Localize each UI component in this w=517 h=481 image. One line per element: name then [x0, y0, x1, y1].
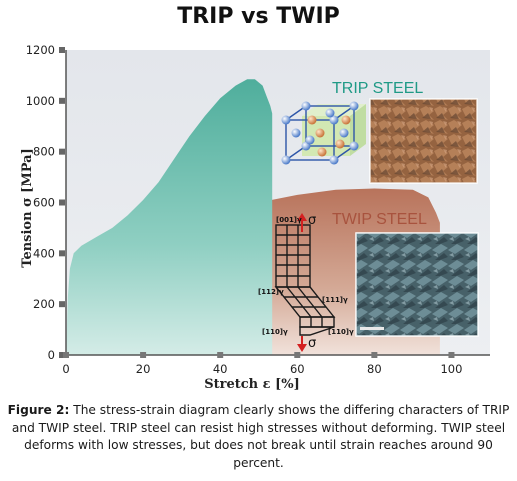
- x-tick-label-80: 80: [367, 362, 382, 376]
- x-axis-label: Stretch ε [%]: [204, 377, 300, 392]
- y-tick-label-800: 800: [33, 145, 55, 159]
- x-tick-mark-0: [63, 352, 69, 358]
- trip-steel-micrograph: [369, 98, 478, 184]
- stress-strain-chart: 0 200 400 600 800 1000 1200 0 20 40 60 80 100 Tensi…: [20, 43, 490, 392]
- y-tick-label-600: 600: [33, 196, 55, 210]
- stress-arrow-down-icon: [297, 336, 307, 352]
- direction-label-110-right: [110]γ: [328, 328, 354, 336]
- direction-label-001: [001]γ: [276, 216, 302, 224]
- y-tick-mark-200: [59, 301, 65, 308]
- y-tick-mark-400: [59, 250, 65, 257]
- y-tick-label-0: 0: [48, 348, 55, 362]
- x-tick-mark-60: [294, 352, 301, 358]
- twinning-grid-diagram: [274, 224, 336, 336]
- sigma-label-top: σ: [308, 213, 316, 228]
- y-axis-label: Tension σ [MPa]: [20, 148, 35, 267]
- x-tick-mark-40: [217, 352, 224, 358]
- x-tick-mark-100: [448, 352, 455, 358]
- trip-steel-label: TRIP STEEL: [332, 80, 423, 97]
- x-tick-label-0: 0: [62, 362, 69, 376]
- y-tick-mark-1200: [59, 47, 65, 53]
- page-title: TRIP vs TWIP: [177, 4, 340, 29]
- y-tick-mark-0: [59, 352, 65, 358]
- figure-caption: Figure 2: The stress-strain diagram clea…: [6, 402, 511, 472]
- caption-label: Figure 2:: [7, 403, 70, 417]
- fcc-crystal-lattice-icon: [281, 101, 366, 165]
- y-tick-label-1200: 1200: [26, 43, 55, 57]
- x-tick-label-100: 100: [440, 362, 462, 376]
- x-tick-label-40: 40: [213, 362, 228, 376]
- caption-text: The stress-strain diagram clearly shows …: [11, 403, 510, 470]
- x-tick-label-20: 20: [136, 362, 151, 376]
- y-tick-label-1000: 1000: [26, 94, 55, 108]
- sigma-label-bottom: σ: [308, 336, 316, 351]
- x-tick-mark-20: [140, 352, 147, 358]
- trip-steel-area: [66, 79, 273, 355]
- y-tick-mark-800: [59, 148, 65, 155]
- direction-label-112: [112]γ: [258, 288, 284, 296]
- direction-label-110-left: [110]γ: [262, 328, 288, 336]
- y-tick-mark-600: [59, 199, 65, 206]
- twip-steel-micrograph: [355, 232, 479, 337]
- x-tick-mark-80: [371, 352, 378, 358]
- y-tick-mark-1000: [59, 97, 65, 104]
- y-tick-label-200: 200: [33, 297, 55, 311]
- y-tick-label-400: 400: [33, 246, 55, 260]
- twip-steel-label: TWIP STEEL: [332, 211, 427, 228]
- x-tick-label-60: 60: [290, 362, 305, 376]
- stress-arrow-up-icon: [297, 213, 307, 232]
- direction-label-111: [111]γ: [322, 296, 348, 304]
